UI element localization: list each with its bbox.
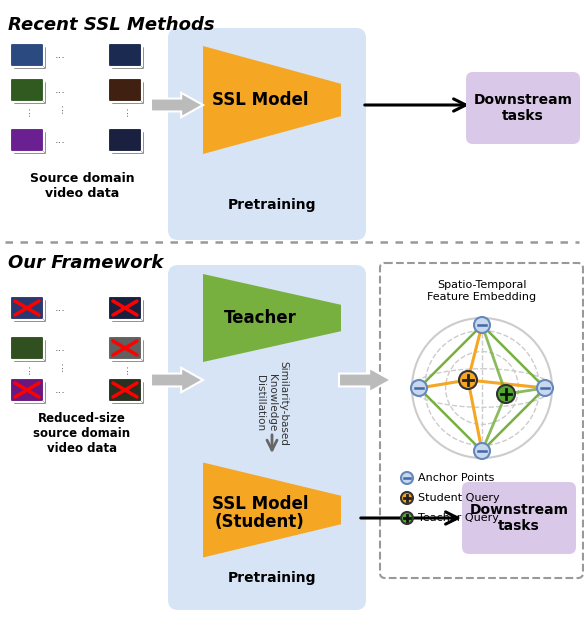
FancyBboxPatch shape (112, 382, 144, 404)
Text: ...: ... (54, 50, 65, 60)
Text: ...: ... (54, 303, 65, 313)
FancyBboxPatch shape (110, 297, 142, 321)
Text: (Student): (Student) (215, 513, 305, 531)
Circle shape (401, 472, 413, 484)
Circle shape (537, 380, 553, 396)
FancyBboxPatch shape (13, 81, 47, 105)
Polygon shape (339, 368, 391, 392)
Polygon shape (203, 274, 341, 362)
FancyBboxPatch shape (109, 379, 141, 401)
FancyBboxPatch shape (109, 129, 141, 151)
Text: Pretraining: Pretraining (228, 198, 317, 212)
Text: Spatio-Temporal
Feature Embedding: Spatio-Temporal Feature Embedding (427, 280, 537, 302)
Circle shape (497, 385, 515, 403)
FancyBboxPatch shape (12, 379, 44, 403)
Text: Anchor Points: Anchor Points (418, 473, 495, 483)
FancyBboxPatch shape (12, 45, 44, 67)
FancyBboxPatch shape (380, 263, 583, 578)
Polygon shape (151, 93, 203, 117)
FancyBboxPatch shape (13, 132, 47, 154)
FancyBboxPatch shape (112, 299, 144, 323)
Circle shape (411, 380, 427, 396)
Text: Student Query: Student Query (418, 493, 500, 503)
FancyBboxPatch shape (11, 129, 43, 151)
FancyBboxPatch shape (110, 130, 142, 152)
FancyBboxPatch shape (13, 340, 47, 362)
FancyBboxPatch shape (109, 43, 141, 67)
FancyBboxPatch shape (12, 338, 44, 360)
Text: Teacher Query: Teacher Query (418, 513, 499, 523)
FancyBboxPatch shape (13, 382, 47, 404)
FancyBboxPatch shape (12, 297, 44, 321)
FancyBboxPatch shape (12, 79, 44, 103)
Text: ...: ... (54, 343, 65, 353)
FancyBboxPatch shape (112, 132, 144, 154)
Polygon shape (203, 46, 341, 154)
FancyBboxPatch shape (110, 79, 142, 103)
Text: ...: ... (54, 85, 65, 95)
Text: ...: ... (55, 103, 65, 113)
FancyBboxPatch shape (12, 130, 44, 152)
Text: ...: ... (120, 105, 130, 116)
Text: ...: ... (120, 363, 130, 374)
FancyBboxPatch shape (109, 336, 141, 360)
FancyBboxPatch shape (13, 299, 47, 323)
FancyBboxPatch shape (110, 338, 142, 360)
Text: Reduced-size
source domain
video data: Reduced-size source domain video data (33, 412, 131, 455)
FancyBboxPatch shape (11, 43, 43, 67)
FancyBboxPatch shape (11, 79, 43, 101)
Text: Pretraining: Pretraining (228, 571, 317, 585)
FancyBboxPatch shape (168, 28, 366, 240)
FancyBboxPatch shape (466, 72, 580, 144)
FancyBboxPatch shape (110, 379, 142, 403)
Text: Downstream
tasks: Downstream tasks (474, 93, 572, 123)
FancyBboxPatch shape (11, 297, 43, 319)
FancyBboxPatch shape (109, 297, 141, 319)
Polygon shape (203, 462, 341, 558)
FancyBboxPatch shape (109, 79, 141, 101)
Circle shape (401, 512, 413, 524)
Text: SSL Model: SSL Model (212, 495, 308, 513)
Text: Recent SSL Methods: Recent SSL Methods (8, 16, 215, 34)
Text: ...: ... (22, 363, 32, 374)
FancyBboxPatch shape (110, 45, 142, 67)
Text: ...: ... (55, 360, 65, 372)
Text: Downstream
tasks: Downstream tasks (470, 503, 568, 533)
FancyBboxPatch shape (462, 482, 576, 554)
Circle shape (459, 371, 477, 389)
Text: ...: ... (22, 105, 32, 116)
FancyBboxPatch shape (112, 47, 144, 69)
FancyBboxPatch shape (112, 81, 144, 105)
FancyBboxPatch shape (112, 340, 144, 362)
Text: ...: ... (54, 385, 65, 395)
Text: Teacher: Teacher (224, 309, 297, 327)
Circle shape (474, 443, 490, 459)
FancyBboxPatch shape (13, 47, 47, 69)
Circle shape (474, 317, 490, 333)
FancyBboxPatch shape (11, 379, 43, 401)
Text: Our Framework: Our Framework (8, 254, 164, 272)
Text: SSL Model: SSL Model (212, 91, 308, 109)
FancyBboxPatch shape (168, 265, 366, 610)
Text: Source domain
video data: Source domain video data (30, 172, 134, 200)
Text: ...: ... (54, 135, 65, 145)
FancyBboxPatch shape (11, 336, 43, 360)
Circle shape (401, 492, 413, 504)
Text: Similarity-based
Knowledge
Distillation: Similarity-based Knowledge Distillation (255, 360, 288, 445)
Polygon shape (151, 368, 203, 392)
Circle shape (412, 318, 552, 458)
